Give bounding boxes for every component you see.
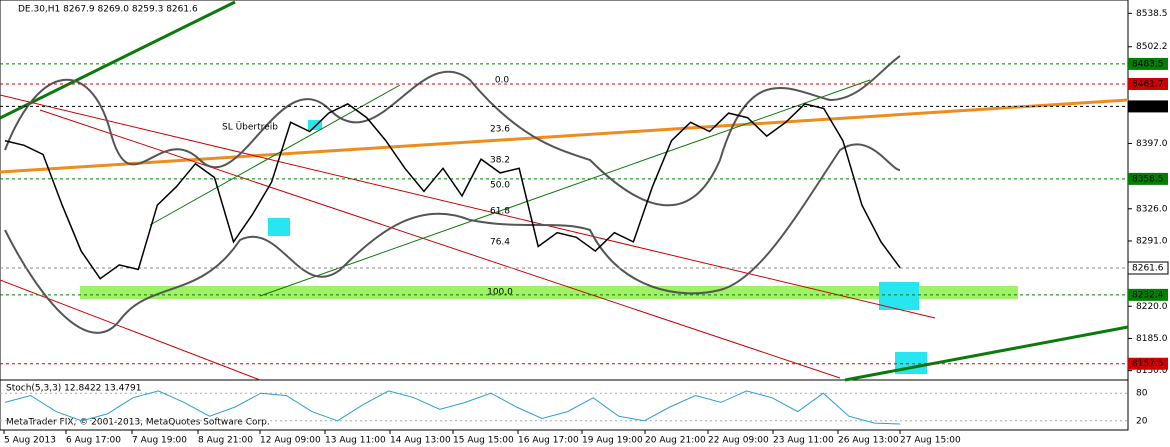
x-tick-label: 15 Aug 15:00 <box>453 436 514 446</box>
level-box <box>1128 100 1168 113</box>
stoch-tick-label: 80 <box>1136 389 1148 399</box>
x-tick-label: 27 Aug 15:00 <box>900 436 961 446</box>
level-box <box>1128 288 1168 301</box>
y-tick-label: 8326.0 <box>1136 204 1168 214</box>
fibo-label: 100.0 <box>487 288 513 298</box>
marker-box <box>308 120 322 130</box>
target-box <box>879 282 919 310</box>
x-tick-label: 19 Aug 19:00 <box>582 436 643 446</box>
level-label: 8437.3 <box>1132 102 1164 112</box>
level-label: 8232.4 <box>1132 290 1164 300</box>
y-tick-label: 8185.0 <box>1136 334 1168 344</box>
marker-box <box>268 218 290 236</box>
level-box <box>1128 172 1168 185</box>
x-tick-label: 12 Aug 09:00 <box>260 436 321 446</box>
stoch-tick-label: 20 <box>1136 416 1148 426</box>
channel-line <box>149 84 401 226</box>
level-label: 8261.6 <box>1132 264 1164 274</box>
bollinger-upper <box>4 55 901 207</box>
x-tick-label: 7 Aug 19:00 <box>132 436 187 446</box>
y-tick-label: 8397.0 <box>1136 139 1168 149</box>
level-label: 8157.5 <box>1132 359 1164 369</box>
channel-line <box>259 79 871 297</box>
annotation: SL Übertreib <box>222 122 278 133</box>
y-tick-label: 8220.0 <box>1136 302 1168 312</box>
level-box <box>1128 357 1168 370</box>
x-tick-label: 14 Aug 13:00 <box>390 436 451 446</box>
fibo-label: 76.4 <box>490 238 510 248</box>
x-tick-label: 20 Aug 21:00 <box>645 436 706 446</box>
level-box <box>1127 261 1169 275</box>
fibo-label: 0.0 <box>495 76 510 86</box>
footer: MetaTrader FIX, © 2001-2013, MetaQuotes … <box>6 418 270 428</box>
stoch-title: Stoch(5,3,3) 12.8422 13.4791 <box>6 384 141 394</box>
channel-line <box>0 94 936 319</box>
fibo-label: 61.8 <box>490 207 510 217</box>
x-tick-label: 8 Aug 21:00 <box>198 436 253 446</box>
bollinger-lower <box>4 143 901 334</box>
header: DE.30,H1 8267.9 8269.0 8259.3 8261.6 <box>18 5 198 15</box>
x-tick-label: 6 Aug 17:00 <box>66 436 121 446</box>
level-label: 8461.7 <box>1132 79 1164 89</box>
x-tick-label: 22 Aug 09:00 <box>708 436 769 446</box>
stoch-line <box>4 390 901 425</box>
y-tick-label: 8538.5 <box>1136 9 1168 19</box>
level-box <box>1128 77 1168 90</box>
y-tick-label: 8291.0 <box>1136 236 1168 246</box>
x-tick-label: 23 Aug 11:00 <box>773 436 834 446</box>
level-label: 8483.5 <box>1132 59 1164 69</box>
x-tick-label: 5 Aug 2013 <box>4 436 56 446</box>
x-tick-label: 16 Aug 17:00 <box>518 436 579 446</box>
level-label: 8358.5 <box>1132 174 1164 184</box>
y-tick-label: 8150.0 <box>1136 366 1168 376</box>
trendline <box>844 325 1129 382</box>
y-tick-label: 8502.2 <box>1136 42 1168 52</box>
price-line <box>4 103 901 280</box>
support-zone <box>80 286 1018 299</box>
fibo-label: 23.6 <box>490 125 510 135</box>
fibo-label: 50.0 <box>490 181 510 191</box>
trendline <box>0 0 236 120</box>
fibo-label: 38.2 <box>490 156 510 166</box>
plot-frame <box>0 0 1129 431</box>
channel-line <box>39 109 841 379</box>
x-tick-label: 26 Aug 13:00 <box>838 436 899 446</box>
level-box <box>1128 57 1168 70</box>
x-tick-label: 13 Aug 11:00 <box>325 436 386 446</box>
